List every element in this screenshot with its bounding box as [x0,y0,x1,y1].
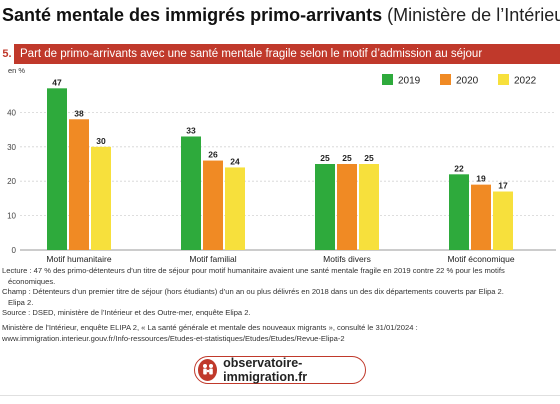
legend-swatch [382,74,393,85]
data-label: 26 [208,150,218,160]
legend-label: 2022 [514,76,537,87]
bar [337,164,357,250]
note-lecture: Lecture : 47 % des primo-détenteurs d’un… [2,266,505,275]
legend-swatch [498,74,509,85]
data-label: 30 [96,136,106,146]
bar [69,119,89,250]
data-label: 25 [342,153,352,163]
y-tick-label: 40 [7,108,16,117]
bar-chart: en % 0 10 20 30 40 47 38 30 Motif humanitaire 33 26… [7,66,556,264]
chart-banner: 5. Part de primo-arrivants avec une sant… [0,44,560,64]
bar [471,184,491,250]
page-title-source: (Ministère de l’Intérieur) [387,5,560,25]
bar [47,88,67,250]
citation-line-1: Ministère de l’Intérieur, enquête ELIPA … [2,323,418,332]
y-tick-label: 30 [7,143,16,152]
x-tick-label: Motifs divers [323,254,371,264]
bar [493,191,513,250]
chart-number: 5. [0,44,14,64]
data-label: 22 [454,163,464,173]
x-tick-label: Motif économique [447,254,514,264]
x-tick-label: Motif humanitaire [46,254,111,264]
bar [359,164,379,250]
bar [91,146,111,250]
site-badge[interactable]: observatoire-immigration.fr [194,356,366,384]
note-lecture-cont: économiques. [8,276,56,286]
data-label: 24 [230,156,240,166]
data-label: 25 [364,153,374,163]
note-source: Source : DSED, ministère de l’Intérieur … [2,308,251,317]
page-title-main: Santé mentale des immigrés primo-arrivan… [2,5,383,25]
data-label: 17 [498,181,508,191]
divider [0,395,560,396]
chart-notes: Lecture : 47 % des primo-détenteurs d’un… [2,266,558,319]
x-tick-label: Motif familial [189,254,236,264]
note-champ: Champ : Détenteurs d’un premier titre de… [2,287,504,296]
legend-swatch [440,74,451,85]
data-label: 38 [74,108,84,118]
bar [315,164,335,250]
bar [203,160,223,250]
bar [181,136,201,250]
y-tick-label: 20 [7,177,16,186]
citation-url[interactable]: www.immigration.interieur.gouv.fr/Info-r… [2,333,345,343]
data-label: 47 [52,77,62,87]
note-champ-cont: Elipa 2. [8,297,34,307]
citation: Ministère de l’Intérieur, enquête ELIPA … [2,323,558,344]
legend-label: 2020 [456,76,479,87]
bar [449,174,469,250]
y-unit-label: en % [8,66,25,75]
site-name: observatoire-immigration.fr [223,356,308,384]
page-title: Santé mentale des immigrés primo-arrivan… [2,4,560,26]
y-tick-label: 10 [7,212,16,221]
data-label: 25 [320,153,330,163]
people-family-icon [198,359,218,381]
chart-title: Part de primo-arrivants avec une santé m… [20,48,483,60]
legend-label: 2019 [398,76,421,87]
data-label: 33 [186,125,196,135]
y-tick-label: 0 [12,246,17,255]
bar [225,167,245,250]
data-label: 19 [476,174,486,184]
